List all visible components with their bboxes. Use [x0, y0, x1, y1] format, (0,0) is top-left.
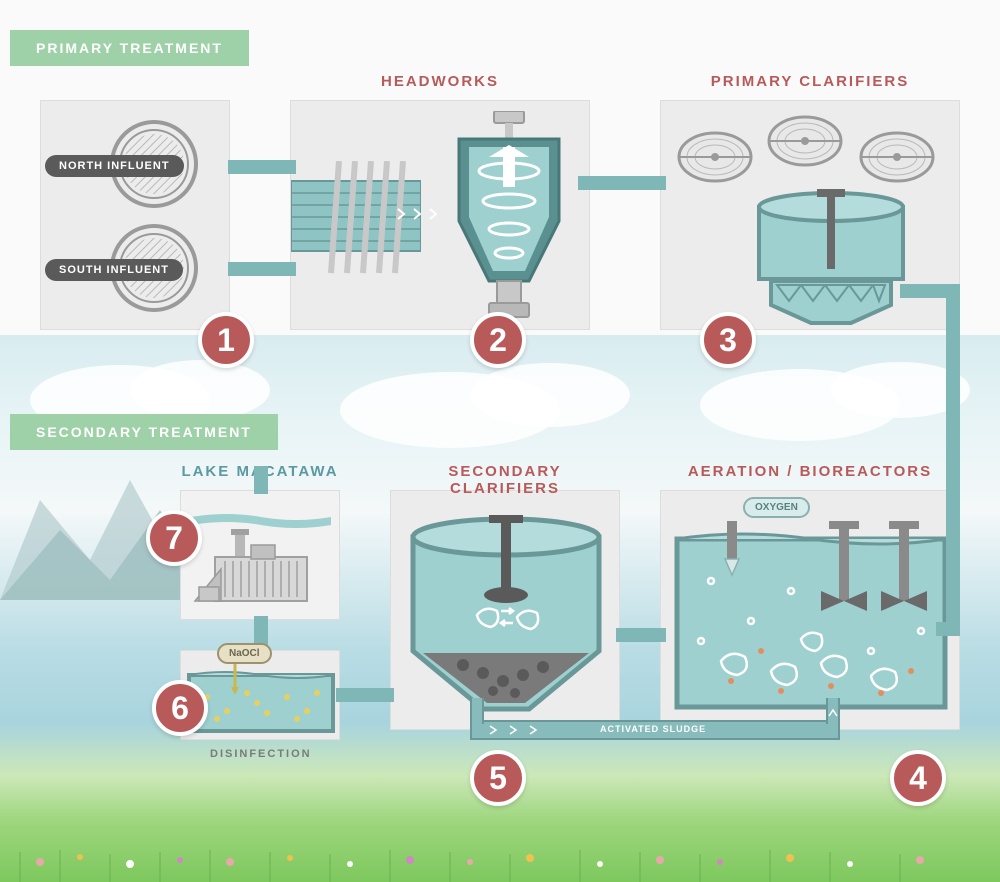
activated-sludge-label: ACTIVATED SLUDGE	[600, 724, 706, 734]
primary-clarifiers-title: PRIMARY CLARIFIERS	[661, 73, 959, 90]
secondary-clarifiers-panel: SECONDARY CLARIFIERS	[390, 490, 620, 730]
step-badge-1: 1	[198, 312, 254, 368]
oxygen-label: OXYGEN	[743, 497, 810, 518]
pipe	[228, 262, 296, 276]
grit-cyclone-icon	[439, 111, 579, 321]
pipe	[616, 628, 666, 642]
pipe	[336, 688, 394, 702]
pipe	[578, 176, 666, 190]
step-badge-3: 3	[700, 312, 756, 368]
aeration-tank-icon	[671, 521, 951, 721]
clarifier-top-icon	[675, 127, 755, 187]
step-badge-5: 5	[470, 750, 526, 806]
step-badge-4: 4	[890, 750, 946, 806]
plant-building-icon	[191, 509, 331, 613]
pipe-arrows	[826, 698, 840, 724]
disinfection-tank-icon	[187, 663, 335, 735]
north-influent-label: NORTH INFLUENT	[45, 155, 184, 177]
clarifier-tank-icon	[751, 189, 911, 329]
secondary-clarifier-icon	[403, 511, 609, 721]
pipe	[470, 698, 484, 724]
headworks-title: HEADWORKS	[291, 73, 589, 90]
disinfection-title: DISINFECTION	[210, 748, 312, 760]
step-badge-7: 7	[146, 510, 202, 566]
aeration-title: AERATION / BIOREACTORS	[661, 463, 959, 480]
pipe	[936, 622, 960, 636]
aeration-panel: AERATION / BIOREACTORS OXYGEN	[660, 490, 960, 730]
pipe	[228, 160, 296, 174]
discharge-panel: LAKE MACATAWA	[180, 490, 340, 620]
pipe-arrows	[480, 722, 600, 738]
clarifier-top-icon	[765, 111, 845, 171]
step-badge-2: 2	[470, 312, 526, 368]
pipe	[900, 284, 960, 298]
pipe	[946, 284, 960, 636]
clarifier-top-icon	[857, 127, 937, 187]
step-badge-6: 6	[152, 680, 208, 736]
naocl-label: NaOCl	[217, 643, 272, 664]
primary-section-tag: PRIMARY TREATMENT	[10, 30, 249, 66]
secondary-section-tag: SECONDARY TREATMENT	[10, 414, 278, 450]
flow-arrows	[390, 204, 450, 224]
secondary-clarifiers-title: SECONDARY CLARIFIERS	[391, 463, 619, 497]
south-influent-label: SOUTH INFLUENT	[45, 259, 183, 281]
flowers	[0, 822, 1000, 882]
influent-panel: NORTH INFLUENT SOUTH INFLUENT	[40, 100, 230, 330]
pipe	[254, 466, 268, 494]
